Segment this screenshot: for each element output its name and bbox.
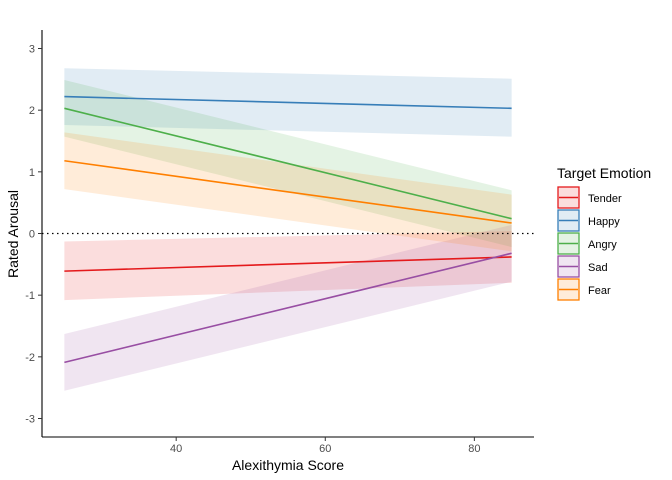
series-lines <box>64 95 512 364</box>
confidence-bands <box>64 68 512 391</box>
legend-item-happy: Happy <box>557 209 620 232</box>
x-tick-label: 40 <box>170 443 182 455</box>
legend-label-angry: Angry <box>588 239 617 251</box>
legend-title: Target Emotion <box>557 165 651 181</box>
legend-item-fear: Fear <box>557 278 611 301</box>
legend-item-tender: Tender <box>557 186 622 209</box>
y-tick-label: 2 <box>29 105 35 117</box>
line-sad <box>64 252 512 364</box>
legend-label-happy: Happy <box>588 216 620 228</box>
legend-label-sad: Sad <box>588 262 608 274</box>
line-angry <box>64 107 512 220</box>
legend-label-fear: Fear <box>588 285 611 297</box>
band-tender <box>64 231 512 301</box>
line-happy <box>64 95 512 110</box>
x-axis-title: Alexithymia Score <box>232 457 344 473</box>
line-tender <box>64 256 512 272</box>
x-tick-label: 60 <box>319 443 331 455</box>
y-ticks: -3 -2 -1 0 1 2 3 <box>25 44 42 426</box>
y-tick-label: 0 <box>29 229 35 241</box>
legend-item-sad: Sad <box>557 255 608 278</box>
legend: Tender Happy Angry Sad Fear <box>557 186 622 301</box>
y-axis-title: Rated Arousal <box>5 190 21 278</box>
x-ticks: 40 60 80 <box>170 437 480 455</box>
y-tick-label: -3 <box>25 414 35 426</box>
legend-label-tender: Tender <box>588 193 622 205</box>
line-fear <box>64 159 512 224</box>
y-tick-label: 1 <box>29 167 35 179</box>
legend-item-angry: Angry <box>557 232 617 255</box>
y-tick-label: -2 <box>25 352 35 364</box>
y-tick-label: -1 <box>25 290 35 302</box>
y-tick-label: 3 <box>29 44 35 56</box>
x-tick-label: 80 <box>468 443 480 455</box>
